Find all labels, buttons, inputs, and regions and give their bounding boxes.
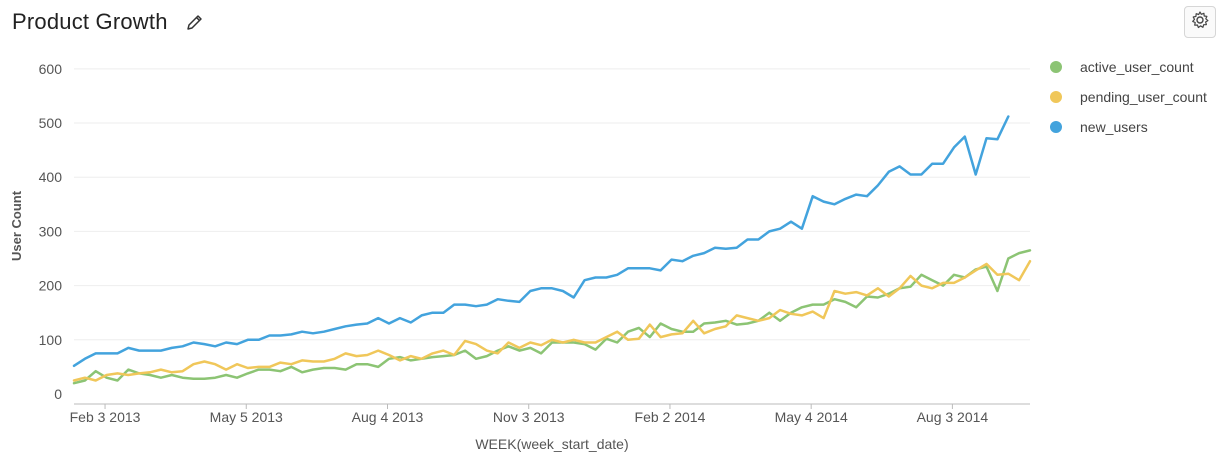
legend-item-new-users[interactable]: new_users [1050, 112, 1207, 142]
series-line-new-users [72, 115, 1010, 368]
settings-button[interactable] [1184, 6, 1216, 38]
x-tick-label: Feb 3 2013 [70, 409, 141, 425]
series-line-active-user-count [72, 249, 1032, 385]
y-tick-label: 500 [39, 115, 63, 131]
y-tick-label: 100 [39, 332, 63, 348]
x-tick-label: Nov 3 2013 [493, 409, 565, 425]
chart-legend: active_user_count pending_user_count new… [1050, 52, 1207, 142]
x-tick-label: Feb 2 2014 [635, 409, 706, 425]
legend-label: new_users [1080, 119, 1148, 135]
series-line-pending-user-count [72, 259, 1032, 382]
pencil-icon[interactable] [184, 11, 206, 33]
y-tick-label: 400 [39, 169, 63, 185]
legend-swatch [1050, 121, 1062, 133]
y-axis-title: User Count [9, 190, 24, 261]
legend-item-active-user-count[interactable]: active_user_count [1050, 52, 1207, 82]
legend-item-pending-user-count[interactable]: pending_user_count [1050, 82, 1207, 112]
gear-icon [1190, 10, 1210, 35]
legend-label: active_user_count [1080, 59, 1194, 75]
chart-header: Product Growth [12, 6, 206, 38]
page-title: Product Growth [12, 9, 168, 34]
legend-swatch [1050, 61, 1062, 73]
x-tick-label: Aug 3 2014 [917, 409, 989, 425]
legend-label: pending_user_count [1080, 89, 1207, 105]
y-tick-label: 0 [54, 386, 62, 402]
x-tick-label: May 5 2013 [210, 409, 283, 425]
y-tick-label: 200 [39, 278, 63, 294]
y-tick-label: 300 [39, 223, 63, 239]
x-tick-label: May 4 2014 [775, 409, 848, 425]
legend-swatch [1050, 91, 1062, 103]
x-axis-title: WEEK(week_start_date) [475, 436, 628, 452]
y-tick-label: 600 [39, 61, 63, 77]
x-tick-label: Aug 4 2013 [352, 409, 424, 425]
